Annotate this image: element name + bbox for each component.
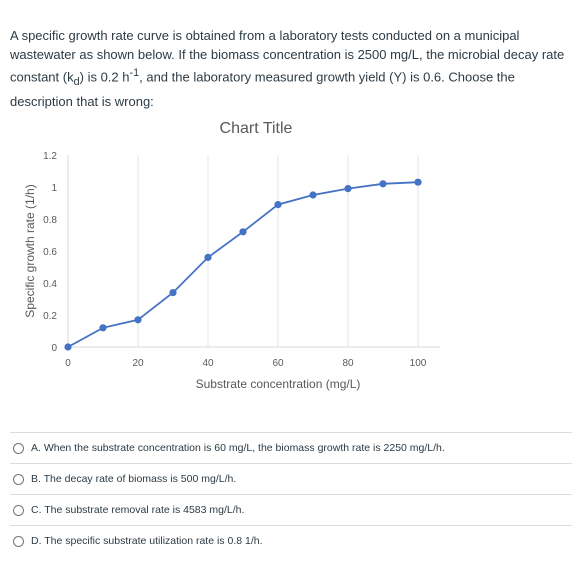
x-tick-label: 80 (342, 358, 354, 369)
data-points (64, 178, 422, 351)
y-tick-label: 1.2 (43, 151, 57, 162)
option-d-label: D. The specific substrate utilization ra… (31, 535, 263, 547)
y-tick-label: 0 (51, 343, 57, 354)
y-axis-label: Specific growth rate (1/h) (23, 184, 37, 317)
x-tick-label: 0 (65, 358, 71, 369)
radio-button-a[interactable] (13, 442, 24, 454)
x-axis-label: Substrate concentration (mg/L) (196, 377, 361, 391)
option-a-label: A. When the substrate concentration is 6… (31, 442, 445, 454)
x-tick-label: 100 (410, 358, 427, 369)
option-c-label: C. The substrate removal rate is 4583 mg… (31, 504, 245, 516)
y-tick-label: 0.2 (43, 311, 57, 322)
data-point (274, 201, 282, 209)
question-part-2: ) is 0.2 h (79, 69, 130, 85)
grid-lines (137, 155, 419, 347)
y-tick-label: 0.8 (43, 215, 57, 226)
data-point (344, 185, 352, 193)
option-c[interactable]: C. The substrate removal rate is 4583 mg… (10, 494, 572, 525)
y-tick-labels: 0 0.2 0.4 0.6 0.8 1 1.2 (43, 151, 57, 354)
question-part-1: A specific growth rate curve is obtained… (10, 28, 565, 85)
data-point (99, 324, 107, 332)
y-tick-label: 0.6 (43, 247, 57, 258)
unit-exponent: -1 (129, 67, 140, 79)
x-tick-label: 40 (202, 358, 214, 369)
growth-rate-chart: 0 0.2 0.4 0.6 0.8 1 1.2 0 20 40 60 80 100 Chart Tit… (23, 120, 440, 391)
question-part-3: , and the laboratory measured growth yie… (10, 69, 515, 109)
data-point (134, 316, 142, 324)
data-point (64, 343, 72, 351)
data-point (414, 178, 422, 186)
x-tick-label: 20 (132, 358, 144, 369)
y-tick-label: 0.4 (43, 279, 57, 290)
chart-title: Chart Title (220, 120, 293, 137)
option-b[interactable]: B. The decay rate of biomass is 500 mg/L… (10, 463, 572, 494)
kd-subscript: d (73, 75, 80, 88)
data-point (169, 289, 177, 297)
data-point (309, 191, 317, 199)
answer-options: A. When the substrate concentration is 6… (10, 432, 572, 556)
option-b-label: B. The decay rate of biomass is 500 mg/L… (31, 473, 237, 485)
radio-button-d[interactable] (13, 535, 24, 547)
option-d[interactable]: D. The specific substrate utilization ra… (10, 525, 572, 556)
series-line (67, 181, 419, 348)
radio-button-c[interactable] (13, 504, 24, 516)
y-tick-label: 1 (51, 183, 57, 194)
data-point (239, 228, 247, 236)
x-tick-labels: 0 20 40 60 80 100 (65, 358, 427, 369)
data-point (204, 253, 212, 261)
x-tick-label: 60 (272, 358, 284, 369)
data-point (379, 180, 387, 188)
question-text: A specific growth rate curve is obtained… (10, 26, 576, 111)
option-a[interactable]: A. When the substrate concentration is 6… (10, 432, 572, 463)
radio-button-b[interactable] (13, 473, 24, 485)
